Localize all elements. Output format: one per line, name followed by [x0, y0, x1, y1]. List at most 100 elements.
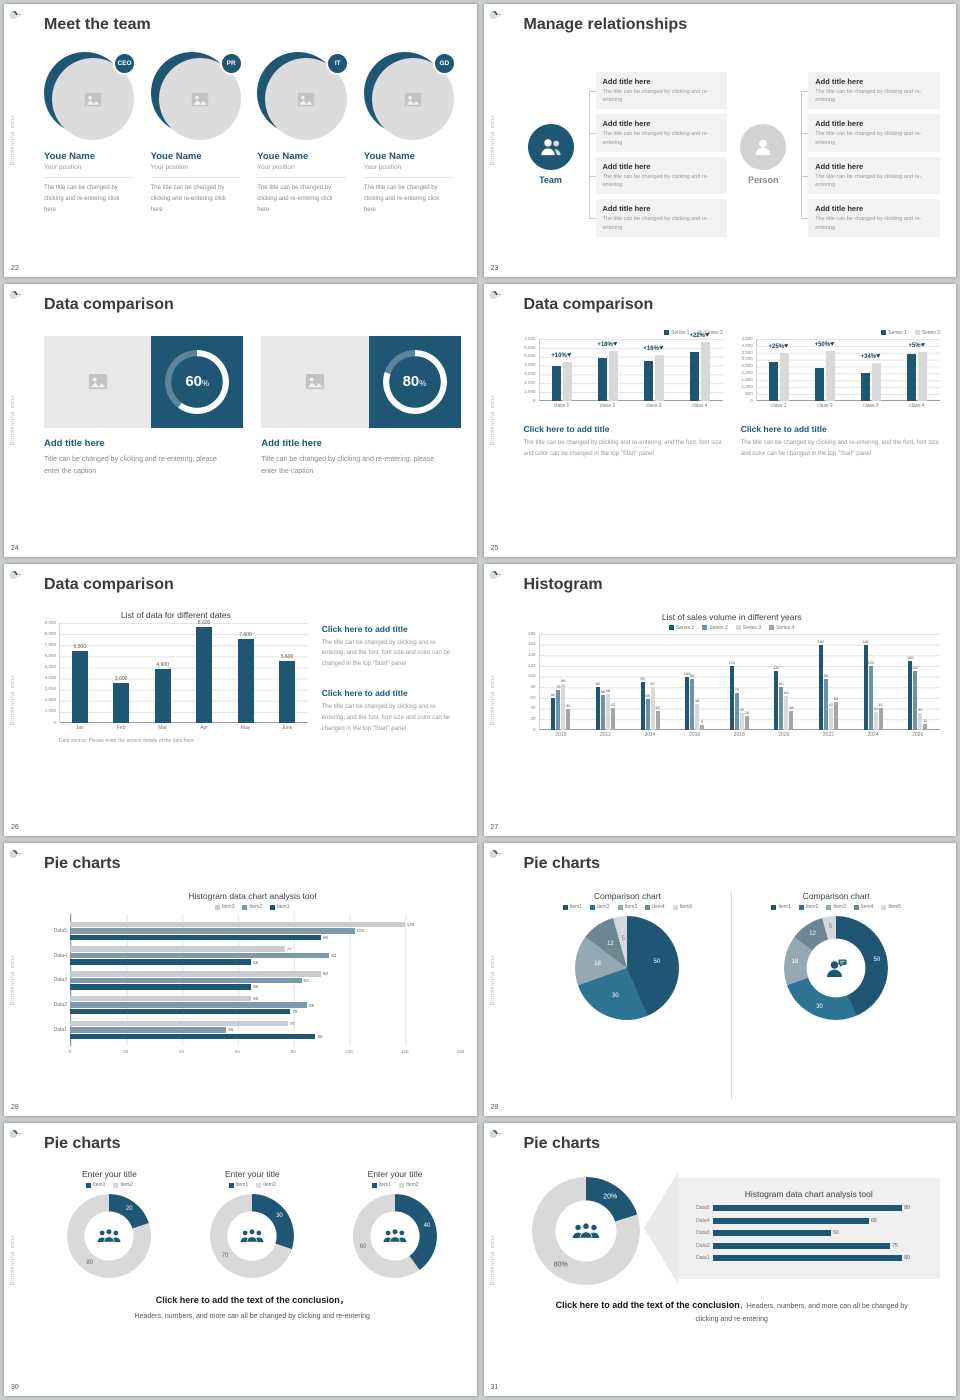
slide-24[interactable]: Dundeanna post 24 Data comparison 60% Add…: [4, 283, 477, 557]
bar[interactable]: [640, 681, 645, 730]
image-placeholder[interactable]: [261, 335, 369, 428]
slide-26[interactable]: Dundeanna post 26 Data comparison List o…: [4, 563, 477, 837]
bar[interactable]: [237, 638, 254, 723]
bar[interactable]: [860, 372, 870, 401]
conclusion-heading[interactable]: Click here to add the text of the conclu…: [44, 1290, 461, 1308]
bar[interactable]: [655, 710, 660, 730]
bar[interactable]: [868, 665, 873, 730]
bar[interactable]: [690, 678, 695, 730]
bar[interactable]: [70, 1027, 227, 1033]
bar[interactable]: [70, 971, 322, 977]
bar[interactable]: [712, 1230, 832, 1237]
bar[interactable]: [712, 1242, 891, 1249]
block-cta[interactable]: Click here to add title: [321, 687, 408, 698]
bar[interactable]: [610, 707, 615, 730]
pie-graphic[interactable]: [353, 1194, 438, 1279]
bar[interactable]: [566, 708, 571, 730]
bar[interactable]: [595, 686, 600, 730]
chart-title[interactable]: Enter your title: [224, 1169, 280, 1180]
chart-title[interactable]: Enter your title: [82, 1169, 137, 1180]
bar[interactable]: [774, 670, 779, 730]
bar[interactable]: [814, 367, 824, 401]
bar[interactable]: [918, 712, 923, 730]
image-placeholder[interactable]: [44, 335, 152, 428]
bar[interactable]: [833, 701, 838, 730]
bar[interactable]: [654, 354, 664, 401]
bar[interactable]: [70, 1033, 316, 1040]
bar[interactable]: [700, 724, 705, 730]
pie-graphic[interactable]: [67, 1194, 152, 1279]
bar[interactable]: [700, 341, 710, 401]
bar[interactable]: [828, 707, 833, 730]
bar[interactable]: [605, 693, 610, 730]
slide-29[interactable]: Dundeanna post 29 Pie charts Comparison …: [483, 843, 956, 1117]
add-title-box[interactable]: Add title here The title can be changed b…: [588, 156, 728, 195]
bar[interactable]: [278, 660, 295, 723]
bar[interactable]: [70, 952, 330, 959]
bar[interactable]: [908, 660, 913, 730]
bar[interactable]: [71, 650, 88, 723]
slide-31[interactable]: Dundeanna post 31 Pie charts 20% 80% Hist…: [483, 1123, 956, 1396]
bar[interactable]: [734, 692, 739, 730]
add-title-box[interactable]: Add title here The title can be changed b…: [588, 71, 728, 110]
bar[interactable]: [551, 697, 556, 730]
chart-title[interactable]: Enter your title: [367, 1169, 423, 1180]
bar[interactable]: [873, 711, 878, 730]
bar[interactable]: [70, 959, 252, 965]
card-title[interactable]: Add title here: [261, 437, 322, 449]
bar[interactable]: [917, 351, 927, 401]
bar[interactable]: [556, 689, 561, 730]
bar[interactable]: [154, 668, 171, 723]
slide-28[interactable]: Dundeanna post 28 Pie charts Histogram d…: [4, 843, 477, 1117]
bar[interactable]: [863, 644, 868, 730]
add-title-box[interactable]: Add title here The title can be changed b…: [801, 156, 940, 195]
bar[interactable]: [913, 670, 918, 730]
bar[interactable]: [70, 1008, 291, 1015]
slide-22[interactable]: Dundeanna post 22 Meet the team CEO Youe …: [4, 4, 477, 277]
bar[interactable]: [712, 1205, 903, 1212]
pie-graphic[interactable]: [531, 1177, 640, 1286]
add-title-box[interactable]: Add title here The title can be changed b…: [801, 71, 940, 110]
pie-graphic[interactable]: [210, 1194, 295, 1279]
bar[interactable]: [70, 1020, 288, 1027]
bar[interactable]: [871, 362, 881, 401]
bar[interactable]: [70, 934, 322, 941]
add-title-box[interactable]: Add title here The title can be changed b…: [801, 114, 940, 152]
bar[interactable]: [645, 698, 650, 730]
bar[interactable]: [739, 712, 744, 730]
bar[interactable]: [744, 715, 749, 730]
bar[interactable]: [643, 360, 653, 401]
bar[interactable]: [779, 352, 789, 401]
bar[interactable]: [878, 707, 883, 730]
bar[interactable]: [823, 678, 828, 730]
bar[interactable]: [113, 682, 130, 723]
add-title-box[interactable]: Add title here The title can be changed b…: [588, 199, 728, 237]
bar[interactable]: [779, 686, 784, 730]
bar[interactable]: [70, 984, 252, 990]
bar[interactable]: [600, 694, 605, 730]
bar[interactable]: [768, 361, 778, 401]
bar[interactable]: [562, 361, 572, 401]
bar[interactable]: [650, 686, 655, 730]
bar[interactable]: [712, 1255, 903, 1262]
bar[interactable]: [789, 710, 794, 730]
panel-cta[interactable]: Click here to add title: [523, 423, 610, 434]
bar[interactable]: [923, 723, 928, 730]
conclusion[interactable]: Click here to add the text of the conclu…: [548, 1297, 915, 1326]
bar[interactable]: [825, 350, 835, 401]
bar[interactable]: [196, 626, 213, 723]
slide-25[interactable]: Dundeanna post 25 Data comparison Series…: [483, 283, 956, 557]
add-title-box[interactable]: Add title here The title can be changed b…: [588, 114, 728, 152]
bar[interactable]: [784, 695, 789, 730]
bar[interactable]: [906, 353, 916, 401]
slide-27[interactable]: Dundeanna post 27 Histogram List of sale…: [483, 563, 956, 837]
bar[interactable]: [551, 365, 561, 401]
card-title[interactable]: Add title here: [44, 437, 105, 449]
bar[interactable]: [712, 1217, 870, 1224]
bar[interactable]: [70, 1002, 308, 1008]
bar[interactable]: [70, 995, 252, 1002]
bar[interactable]: [685, 676, 690, 730]
bar[interactable]: [70, 928, 355, 934]
bar[interactable]: [597, 357, 607, 401]
bar[interactable]: [695, 703, 700, 730]
